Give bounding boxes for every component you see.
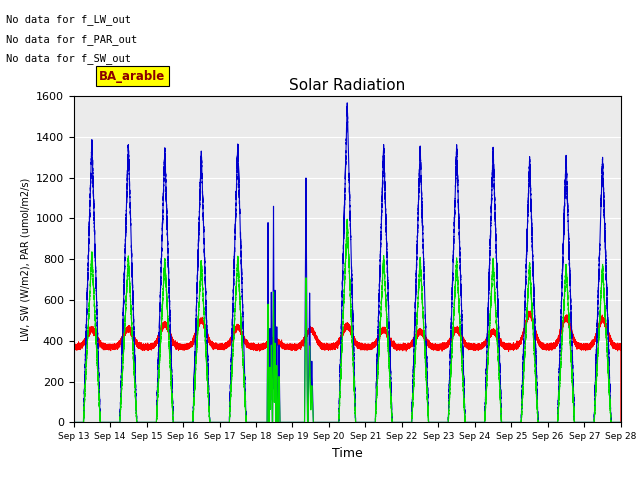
SW_in (86, 290, 93, 296)
LW_in (399, 343, 406, 348)
Text: No data for f_PAR_out: No data for f_PAR_out (6, 34, 138, 45)
X-axis label: Time: Time (332, 447, 363, 460)
Text: No data for f_LW_out: No data for f_LW_out (6, 14, 131, 25)
LW_in (527, 308, 534, 314)
PAR_in (473, 420, 481, 425)
SW_in (70, 420, 77, 425)
SW_in (473, 420, 481, 425)
PAR_in (344, 100, 351, 106)
SW_in (399, 420, 406, 425)
PAR_in (301, 371, 308, 376)
SW_in (343, 216, 351, 222)
Line: SW_in: SW_in (74, 219, 621, 422)
Line: PAR_in: PAR_in (74, 103, 621, 422)
LW_in (106, 342, 113, 348)
SW_in (617, 420, 625, 425)
LW_in (70, 344, 77, 350)
Text: No data for f_SW_out: No data for f_SW_out (6, 53, 131, 64)
Title: Solar Radiation: Solar Radiation (289, 78, 405, 94)
LW_in (301, 335, 308, 341)
SW_in (301, 391, 308, 396)
LW_in (617, 420, 625, 425)
PAR_in (399, 420, 406, 425)
PAR_in (357, 420, 365, 425)
Line: LW_in: LW_in (74, 311, 621, 422)
PAR_in (70, 420, 77, 425)
LW_in (86, 328, 93, 334)
SW_in (357, 420, 365, 425)
Text: BA_arable: BA_arable (99, 70, 166, 83)
LW_in (473, 343, 481, 349)
PAR_in (86, 210, 93, 216)
SW_in (106, 420, 113, 425)
PAR_in (106, 420, 113, 425)
LW_in (357, 346, 365, 351)
Y-axis label: LW, SW (W/m2), PAR (umol/m2/s): LW, SW (W/m2), PAR (umol/m2/s) (20, 178, 30, 341)
PAR_in (617, 420, 625, 425)
